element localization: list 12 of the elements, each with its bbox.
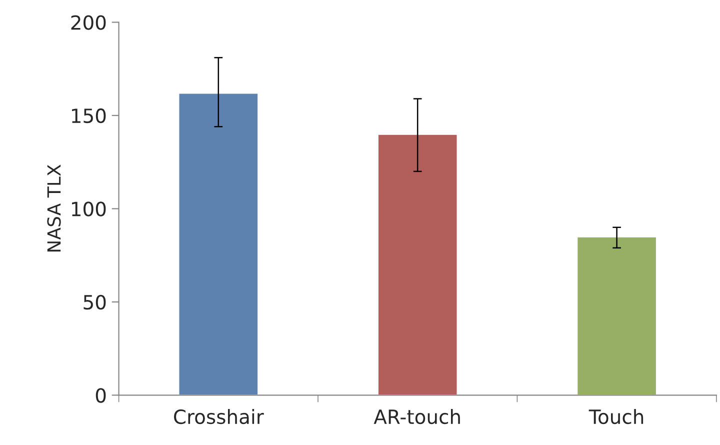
y-tick-label: 0 — [96, 388, 106, 403]
y-tick-label: 100 — [72, 202, 106, 216]
x-tick-label: AR-touch — [374, 409, 460, 424]
y-tick-label: 150 — [72, 108, 106, 124]
x-tick-label: Touch — [588, 409, 644, 424]
bar — [178, 92, 259, 396]
y-tick-label: 50 — [84, 294, 106, 310]
bar — [377, 133, 458, 396]
y-tick-label: 200 — [71, 15, 106, 30]
x-tick-label: Crosshair — [174, 409, 264, 424]
y-axis-title: NASA TLX — [47, 164, 61, 252]
bar — [576, 236, 658, 396]
